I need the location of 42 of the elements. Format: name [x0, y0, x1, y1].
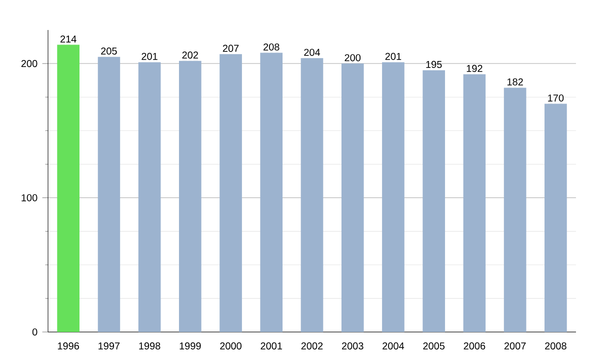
bar	[544, 104, 567, 332]
data-label: 201	[142, 52, 158, 60]
data-label: 182	[507, 78, 523, 86]
x-tick-label: 1998	[139, 342, 160, 350]
x-tick-label: 2008	[545, 342, 566, 350]
x-tick-label: 2003	[342, 342, 364, 350]
data-label: 204	[304, 48, 320, 56]
data-label: 195	[426, 60, 442, 68]
data-label: 200	[344, 54, 361, 62]
bar	[138, 62, 161, 332]
bar	[341, 64, 364, 332]
y-tick-label: 100	[22, 194, 38, 202]
data-label: 205	[101, 48, 117, 55]
data-label: 202	[182, 52, 198, 59]
bar	[220, 54, 242, 332]
data-label: 192	[466, 64, 482, 72]
data-label: 207	[222, 44, 239, 52]
bar	[463, 74, 486, 332]
x-tick-label: 2007	[504, 342, 526, 350]
x-tick-label: 1999	[180, 342, 201, 350]
x-tick-label: 2000	[220, 342, 242, 350]
bar	[300, 58, 324, 332]
data-label: 214	[60, 36, 76, 43]
bar	[382, 62, 404, 332]
data-label: 201	[385, 52, 402, 60]
bar	[504, 88, 526, 332]
bar	[260, 52, 283, 332]
x-tick-label: 2002	[301, 342, 323, 350]
data-label: 208	[264, 44, 280, 51]
bar	[178, 60, 202, 332]
y-tick-label: 0	[32, 328, 38, 336]
x-tick-label: 2001	[260, 342, 282, 350]
x-tick-label: 2006	[464, 342, 486, 350]
data-label: 170	[548, 94, 564, 102]
x-tick-label: 1996	[58, 342, 79, 350]
bar	[422, 70, 446, 332]
bar	[98, 56, 120, 332]
x-tick-label: 2005	[423, 342, 445, 350]
y-tick-label: 200	[21, 60, 38, 68]
x-tick-label: 1997	[98, 342, 120, 350]
x-tick-label: 2004	[382, 342, 404, 350]
bar	[57, 44, 80, 332]
